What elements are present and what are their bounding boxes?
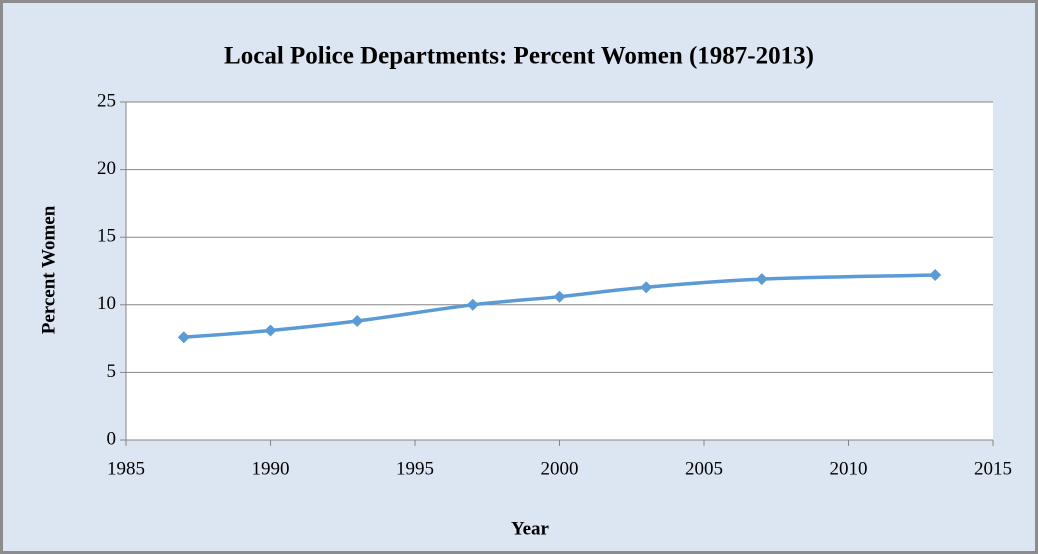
x-tick-label: 2015	[974, 458, 1012, 479]
y-tick-label: 0	[107, 428, 117, 449]
marker	[640, 281, 653, 294]
marker	[755, 273, 768, 286]
y-axis-title: Percent Women	[38, 205, 59, 334]
y-tick-label: 10	[97, 293, 116, 314]
x-axis-title: Year	[511, 518, 550, 539]
x-tick-label: 2010	[830, 458, 868, 479]
y-tick-label: 15	[97, 226, 116, 247]
x-tick-label: 2000	[541, 458, 579, 479]
plot-area	[126, 102, 993, 440]
y-tick-label: 20	[97, 158, 116, 179]
marker	[177, 331, 190, 344]
y-tick-label: 5	[107, 361, 117, 382]
x-tick-label: 1990	[252, 458, 290, 479]
x-tick-label: 1985	[107, 458, 145, 479]
x-tick-label: 2005	[685, 458, 723, 479]
marker	[351, 315, 364, 328]
x-tick-label: 1995	[396, 458, 434, 479]
marker	[466, 298, 479, 311]
y-tick-label: 25	[97, 90, 116, 111]
marker	[553, 290, 566, 303]
chart-title: Local Police Departments: Percent Women …	[224, 43, 814, 70]
marker	[264, 324, 277, 337]
marker	[929, 269, 942, 282]
